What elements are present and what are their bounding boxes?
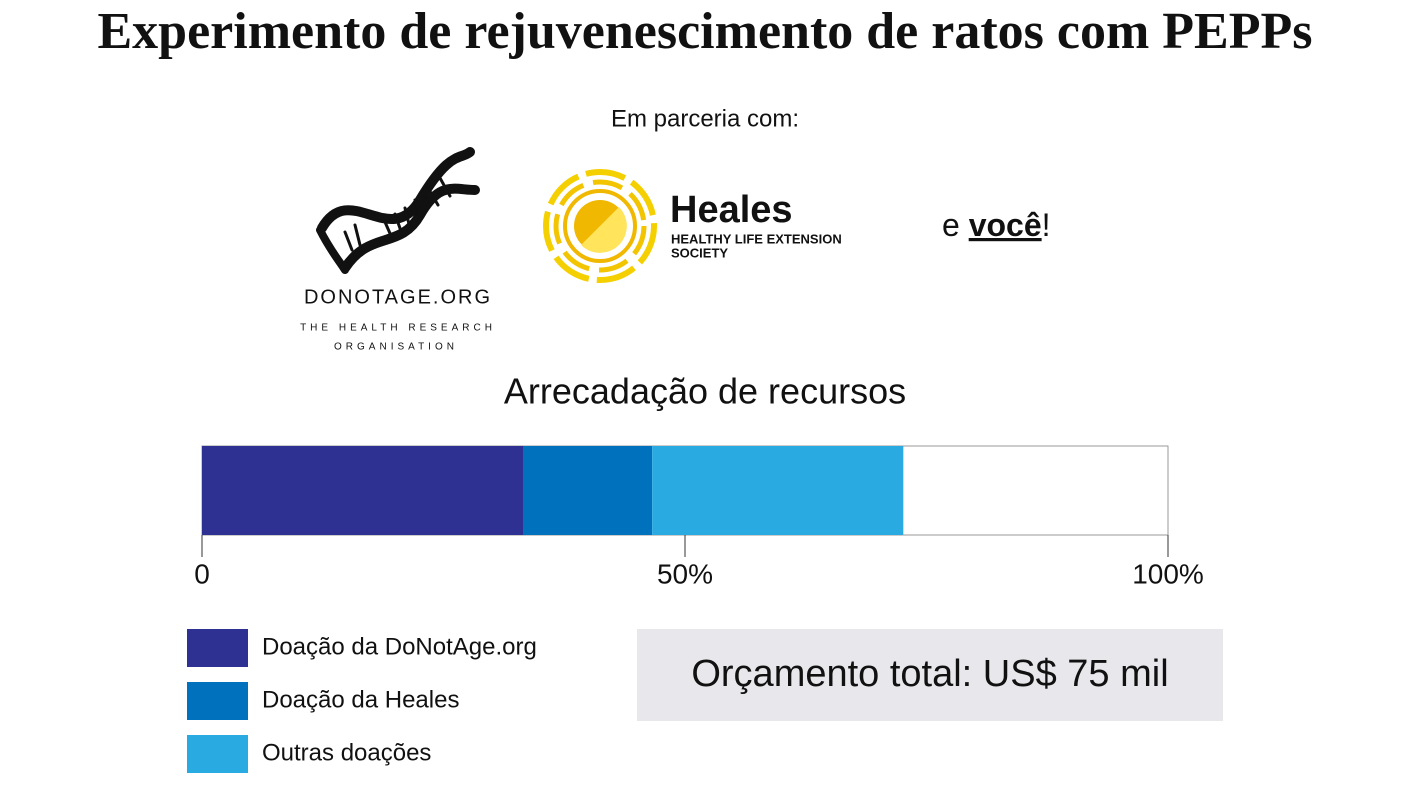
donotage-name: DONOTAGE.ORG: [304, 286, 492, 308]
progress-segment: [523, 446, 653, 535]
legend-label: Doação da DoNotAge.org: [262, 633, 537, 660]
and-you-prefix: e: [942, 207, 960, 243]
partners-intro: Em parceria com:: [611, 105, 799, 132]
legend-label: Outras doações: [262, 739, 431, 766]
donotage-logo: [316, 147, 480, 274]
x-tick-label: 0: [194, 558, 210, 589]
x-tick-label: 50%: [657, 558, 713, 589]
page-title: Experimento de rejuvenescimento de ratos…: [97, 3, 1312, 60]
progress-segment: [652, 446, 904, 535]
heales-name: Heales: [670, 189, 793, 231]
legend-label: Doação da Heales: [262, 686, 459, 713]
progress-segment: [202, 446, 524, 535]
chart-title: Arrecadação de recursos: [504, 371, 906, 412]
legend-swatch: [187, 682, 248, 720]
legend-swatch: [187, 735, 248, 773]
donotage-tagline: ORGANISATION: [334, 342, 458, 353]
and-you-suffix: !: [1042, 207, 1051, 243]
legend-swatch: [187, 629, 248, 667]
heales-tagline: SOCIETY: [671, 245, 728, 260]
donotage-tagline: THE HEALTH RESEARCH: [300, 323, 496, 334]
x-tick-label: 100%: [1132, 558, 1204, 589]
and-you-emphasis[interactable]: você: [969, 207, 1042, 243]
budget-text: Orçamento total: US$ 75 mil: [691, 653, 1168, 695]
heales-tagline: HEALTHY LIFE EXTENSION: [671, 231, 842, 246]
heales-logo: [543, 169, 657, 283]
and-you: e você!: [942, 207, 1051, 243]
budget-box: [637, 629, 1223, 721]
